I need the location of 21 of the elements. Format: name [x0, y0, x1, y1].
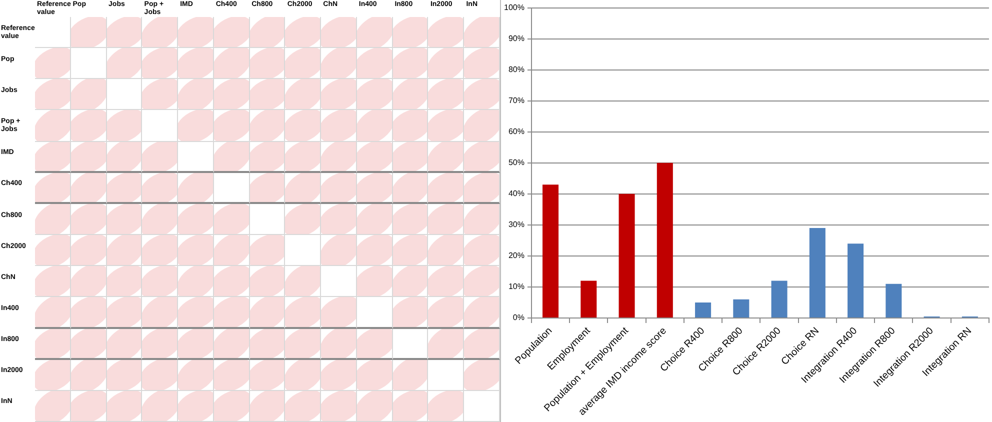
bar	[618, 194, 635, 318]
y-tick-label: 0%	[512, 313, 524, 322]
bar	[809, 228, 826, 318]
y-tick-label: 20%	[508, 251, 524, 260]
bar	[771, 280, 788, 318]
y-tick-label: 100%	[504, 3, 524, 12]
bar	[656, 162, 673, 318]
y-tick-label: 70%	[508, 96, 524, 106]
y-tick-label: 10%	[508, 282, 524, 292]
bar	[695, 302, 712, 318]
bar	[733, 299, 750, 318]
y-tick-label: 50%	[508, 158, 524, 168]
bar	[848, 244, 864, 318]
bar	[542, 184, 559, 318]
y-tick-label: 60%	[508, 127, 524, 136]
bar	[580, 280, 597, 318]
y-tick-label: 90%	[508, 34, 524, 44]
y-tick-label: 80%	[508, 65, 524, 74]
bar	[886, 284, 902, 318]
y-tick-label: 40%	[508, 189, 524, 198]
y-tick-label: 30%	[508, 220, 524, 230]
